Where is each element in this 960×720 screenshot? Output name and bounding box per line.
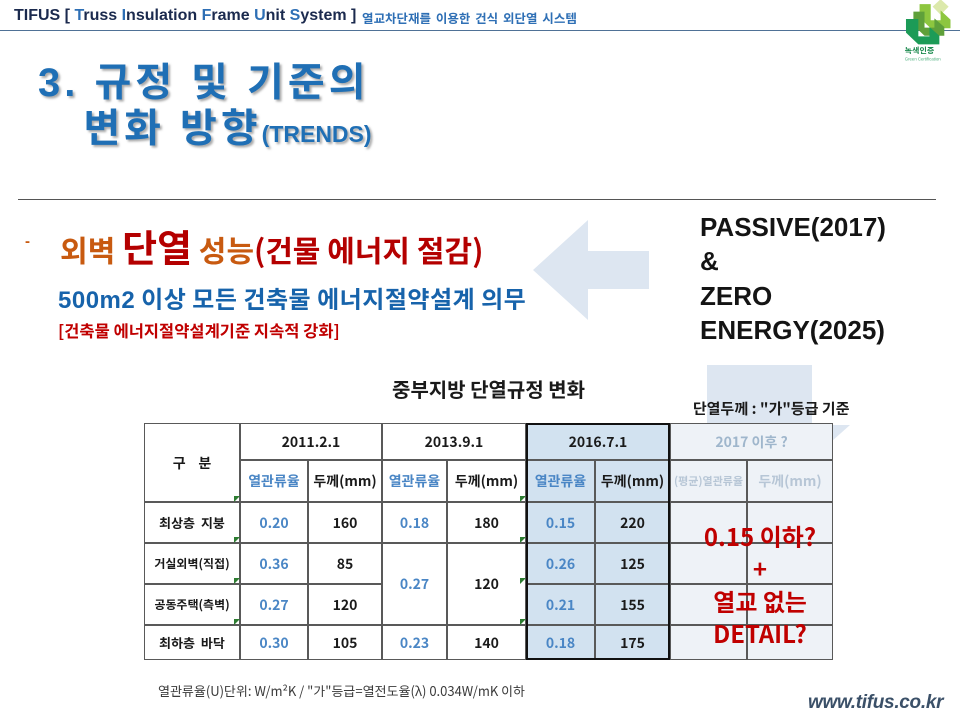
svg-text:녹색인증: 녹색인증: [905, 46, 935, 57]
svg-text:Green Certification: Green Certification: [905, 56, 942, 61]
